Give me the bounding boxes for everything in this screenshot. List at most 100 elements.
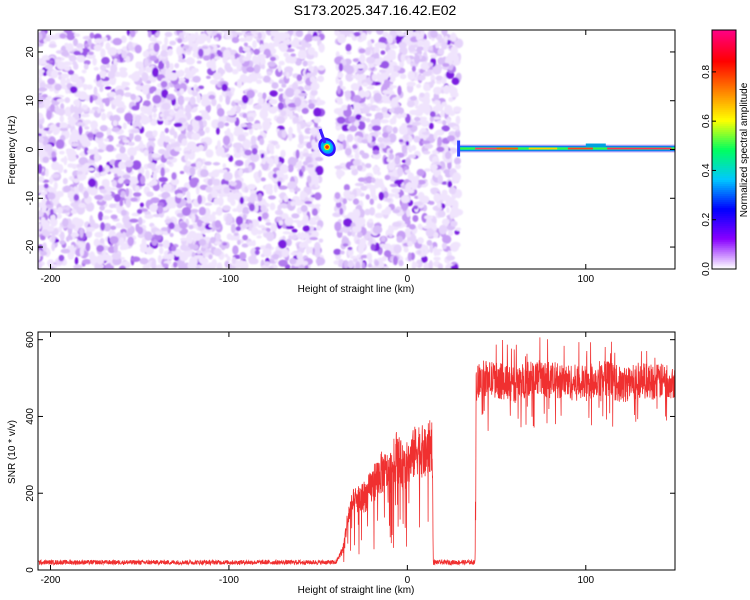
noise-speck (335, 209, 340, 214)
colorbar-cell (712, 123, 736, 127)
noise-speck (158, 148, 166, 155)
colorbar-cell (712, 139, 736, 143)
noise-speck (79, 247, 85, 257)
noise-speck (169, 40, 177, 46)
noise-speck (413, 201, 424, 206)
noise-speck (148, 146, 155, 153)
noise-speck (361, 262, 366, 269)
noise-speck (139, 140, 144, 148)
noise-speck (127, 141, 135, 146)
noise-speck (384, 174, 391, 181)
noise-speck (374, 260, 380, 267)
noise-speck (195, 265, 201, 269)
noise-speck (306, 53, 315, 60)
noise-speck (367, 40, 372, 48)
noise-speck (73, 38, 78, 47)
snr-x-tick-label: -200 (40, 575, 60, 586)
noise-speck (222, 242, 228, 246)
noise-speck (196, 219, 203, 227)
noise-speck (355, 114, 362, 121)
noise-speck (405, 140, 410, 146)
noise-speck (108, 91, 117, 98)
noise-speck (433, 256, 441, 261)
noise-speck (150, 197, 160, 204)
noise-speck (137, 61, 144, 68)
noise-speck (287, 54, 297, 64)
noise-speck (353, 31, 361, 37)
noise-speck (285, 71, 290, 79)
noise-speck (433, 86, 443, 95)
noise-speck (176, 213, 184, 218)
noise-speck (424, 168, 431, 172)
noise-speck (311, 208, 318, 216)
noise-speck (39, 81, 47, 89)
noise-speck (146, 191, 154, 197)
noise-speck (121, 81, 131, 87)
noise-speck (310, 82, 319, 91)
noise-speck (56, 122, 61, 128)
colorbar-cell (712, 65, 736, 69)
noise-speck (73, 194, 80, 201)
noise-speck (134, 44, 142, 54)
noise-speck (275, 143, 280, 149)
noise-speck (400, 200, 409, 211)
colorbar-cell (712, 39, 736, 43)
noise-speck (362, 82, 369, 87)
noise-speck (346, 51, 352, 55)
noise-speck (95, 131, 104, 139)
noise-speck (183, 44, 190, 50)
noise-speck (372, 118, 379, 127)
noise-speck (111, 252, 122, 260)
noise-speck (152, 112, 157, 119)
noise-speck (360, 254, 369, 259)
noise-speck (433, 132, 438, 140)
noise-speck (400, 54, 405, 63)
noise-speck (398, 125, 407, 135)
noise-speck (197, 194, 203, 205)
noise-speck (116, 107, 125, 114)
noise-speck (136, 209, 143, 214)
noise-speck (121, 50, 127, 59)
colorbar-cell (712, 149, 736, 153)
noise-speck (178, 117, 187, 124)
noise-speck (164, 119, 169, 126)
noise-speck (236, 78, 243, 89)
colorbar-cell (712, 213, 736, 216)
noise-speck (223, 186, 231, 194)
noise-speck (257, 75, 265, 79)
noise-speck (314, 192, 322, 201)
noise-speck (237, 134, 246, 142)
noise-speck (387, 171, 396, 177)
noise-speck (248, 255, 256, 265)
noise-speck (209, 236, 216, 244)
spectrogram-marks (38, 30, 675, 269)
noise-speck (455, 115, 461, 125)
noise-speck (94, 194, 104, 200)
noise-speck (242, 206, 250, 215)
noise-speck (300, 190, 306, 201)
noise-speck (308, 65, 315, 72)
noise-speck (390, 102, 398, 108)
noise-speck (299, 264, 305, 269)
noise-speck (131, 105, 140, 111)
noise-speck (352, 159, 361, 166)
noise-speck (99, 238, 105, 244)
noise-speck (261, 64, 266, 70)
noise-speck (226, 255, 231, 262)
noise-speck (211, 169, 220, 178)
noise-speck (337, 107, 343, 117)
noise-speck (335, 201, 342, 208)
noise-speck (213, 248, 222, 257)
noise-speck (247, 183, 256, 191)
noise-speck (90, 120, 98, 130)
noise-speck (99, 125, 108, 132)
noise-speck (223, 171, 233, 181)
blob-layer (325, 145, 329, 149)
noise-speck (306, 141, 313, 149)
noise-speck (333, 248, 342, 256)
noise-speck (158, 60, 165, 70)
noise-speck (383, 191, 389, 199)
noise-speck (125, 198, 132, 208)
noise-speck (125, 55, 131, 63)
snr-background (38, 332, 675, 570)
